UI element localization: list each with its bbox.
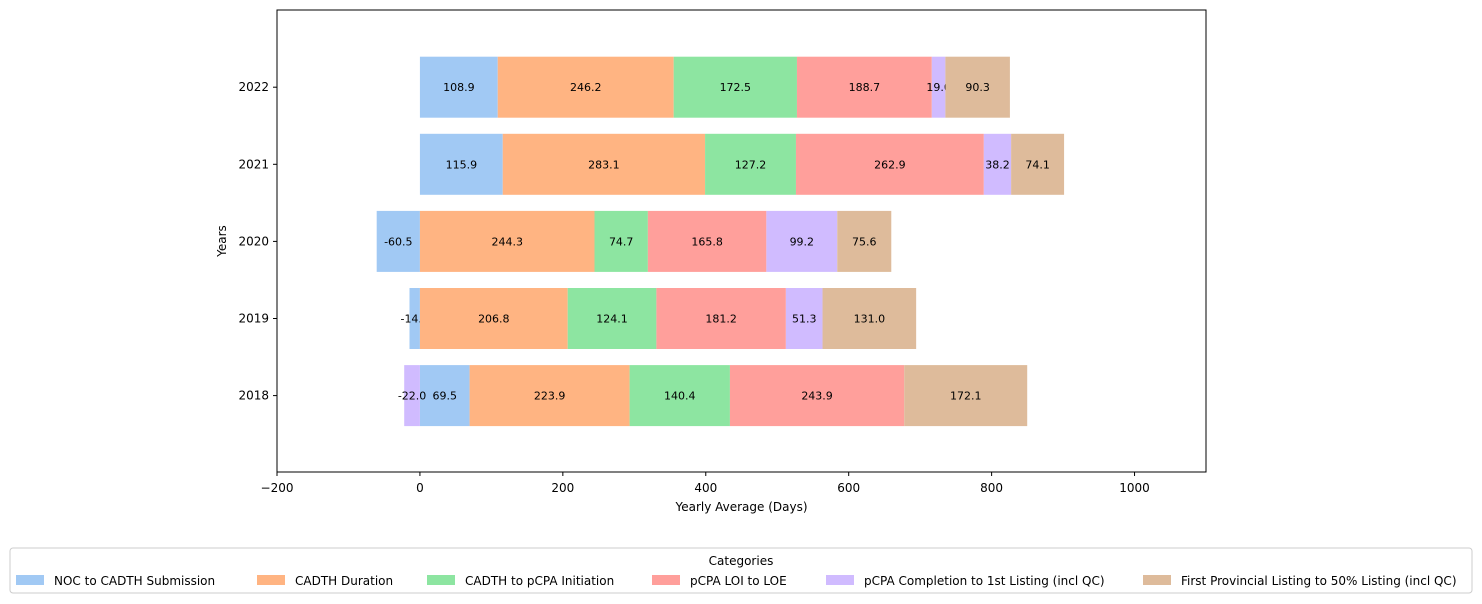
legend-label: NOC to CADTH Submission: [54, 574, 215, 588]
bar-value-label: 243.9: [801, 390, 833, 403]
bar-segment: [419, 210, 595, 272]
bar-value-label: 206.8: [478, 313, 510, 326]
legend-swatch: [427, 575, 455, 585]
bar-segment: [502, 133, 706, 195]
bar-segment: [404, 365, 420, 427]
y-axis-title: Years: [215, 225, 229, 258]
legend-label: CADTH to pCPA Initiation: [465, 574, 614, 588]
bar-segment: [945, 56, 1010, 118]
bar-segment: [1011, 133, 1065, 195]
bar-value-label: -22.0: [398, 390, 426, 403]
bar-value-label: 262.9: [874, 158, 906, 171]
legend-label: pCPA LOI to LOE: [690, 574, 787, 588]
bar-segment: [796, 56, 932, 118]
legend-label: pCPA Completion to 1st Listing (incl QC): [864, 574, 1105, 588]
x-tick-label: 0: [416, 481, 424, 495]
bar-value-label: 131.0: [854, 313, 886, 326]
bar-segment: [567, 288, 657, 349]
bar-value-label: 69.5: [433, 390, 458, 403]
bar-segment: [705, 133, 796, 195]
bar-value-label: -60.5: [384, 235, 412, 248]
y-tick-label: 2019: [238, 312, 269, 326]
legend-swatch: [1143, 575, 1171, 585]
bar-value-label: 181.2: [705, 313, 737, 326]
y-axis: 2018 2019 2020 2021 2022: [238, 80, 277, 403]
bar-value-label: 19.0: [926, 81, 951, 94]
bar-value-label: 38.2: [985, 158, 1010, 171]
bar-segment: [673, 56, 797, 118]
bar-value-label: 283.1: [588, 158, 620, 171]
bar-segment: [904, 365, 1028, 427]
bar-segment: [419, 56, 498, 118]
bar-segment: [419, 288, 568, 349]
bar-value-label: 90.3: [965, 81, 990, 94]
x-tick-label: 600: [837, 481, 860, 495]
bar-segment: [822, 288, 917, 349]
bar-value-label: 74.7: [609, 235, 634, 248]
legend: Categories NOC to CADTH Submission CADTH …: [9, 547, 1473, 594]
bar-segment: [419, 365, 470, 427]
bar-segment: [469, 365, 630, 427]
legend-frame: [9, 547, 1473, 594]
bar-value-label: 74.1: [1025, 158, 1050, 171]
y-tick-label: 2020: [238, 234, 269, 248]
bar-segment: [931, 56, 946, 118]
bar-segment: [729, 365, 905, 427]
bar-value-label: 188.7: [849, 81, 881, 94]
x-axis: −200 0 200 400 600 800 1000: [261, 472, 1150, 495]
bar-value-label: 115.9: [446, 158, 478, 171]
legend-swatch: [826, 575, 854, 585]
legend-title: Categories: [709, 554, 774, 568]
bar-segment: [629, 365, 730, 427]
bar-value-label: 246.2: [570, 81, 602, 94]
y-tick-label: 2018: [238, 389, 269, 403]
x-tick-label: 200: [551, 481, 574, 495]
bar-segment: [785, 288, 823, 349]
y-tick-label: 2022: [238, 80, 269, 94]
bar-segment: [647, 210, 767, 272]
bar-segment: [766, 210, 838, 272]
x-tick-label: 800: [980, 481, 1003, 495]
bar-value-label: 223.9: [534, 390, 566, 403]
bar-segment: [795, 133, 984, 195]
bar-segment: [497, 56, 674, 118]
legend-label: First Provincial Listing to 50% Listing …: [1181, 574, 1457, 588]
bar-segment: [656, 288, 786, 349]
bar-value-label: 140.4: [664, 390, 696, 403]
bar-value-label: 51.3: [792, 313, 817, 326]
x-tick-label: 1000: [1119, 481, 1150, 495]
bar-value-label: 99.2: [790, 235, 815, 248]
bar-value-label: 165.8: [691, 235, 723, 248]
bar-value-label: 244.3: [491, 235, 523, 248]
bar-value-label: 124.1: [596, 313, 628, 326]
bar-value-label: 172.1: [950, 390, 982, 403]
legend-swatch: [652, 575, 680, 585]
bar-segment: [419, 133, 503, 195]
legend-swatch: [257, 575, 285, 585]
bar-segment: [983, 133, 1012, 195]
x-tick-label: 400: [694, 481, 717, 495]
bar-segment: [594, 210, 648, 272]
bar-segment: [376, 210, 420, 272]
legend-label: CADTH Duration: [295, 574, 393, 588]
bar-segment: [837, 210, 892, 272]
bar-value-label: 127.2: [735, 158, 767, 171]
legend-swatch: [16, 575, 44, 585]
bars-layer: 69.5 223.9 140.4 243.9-22.0 172.1-14.6 206.8 1…: [376, 56, 1065, 427]
y-tick-label: 2021: [238, 157, 269, 171]
bar-value-label: 172.5: [720, 81, 752, 94]
x-tick-label: −200: [261, 481, 294, 495]
x-axis-title: Yearly Average (Days): [674, 500, 807, 514]
bar-segment: [409, 288, 420, 349]
bar-value-label: 75.6: [852, 235, 877, 248]
bar-value-label: 108.9: [443, 81, 475, 94]
